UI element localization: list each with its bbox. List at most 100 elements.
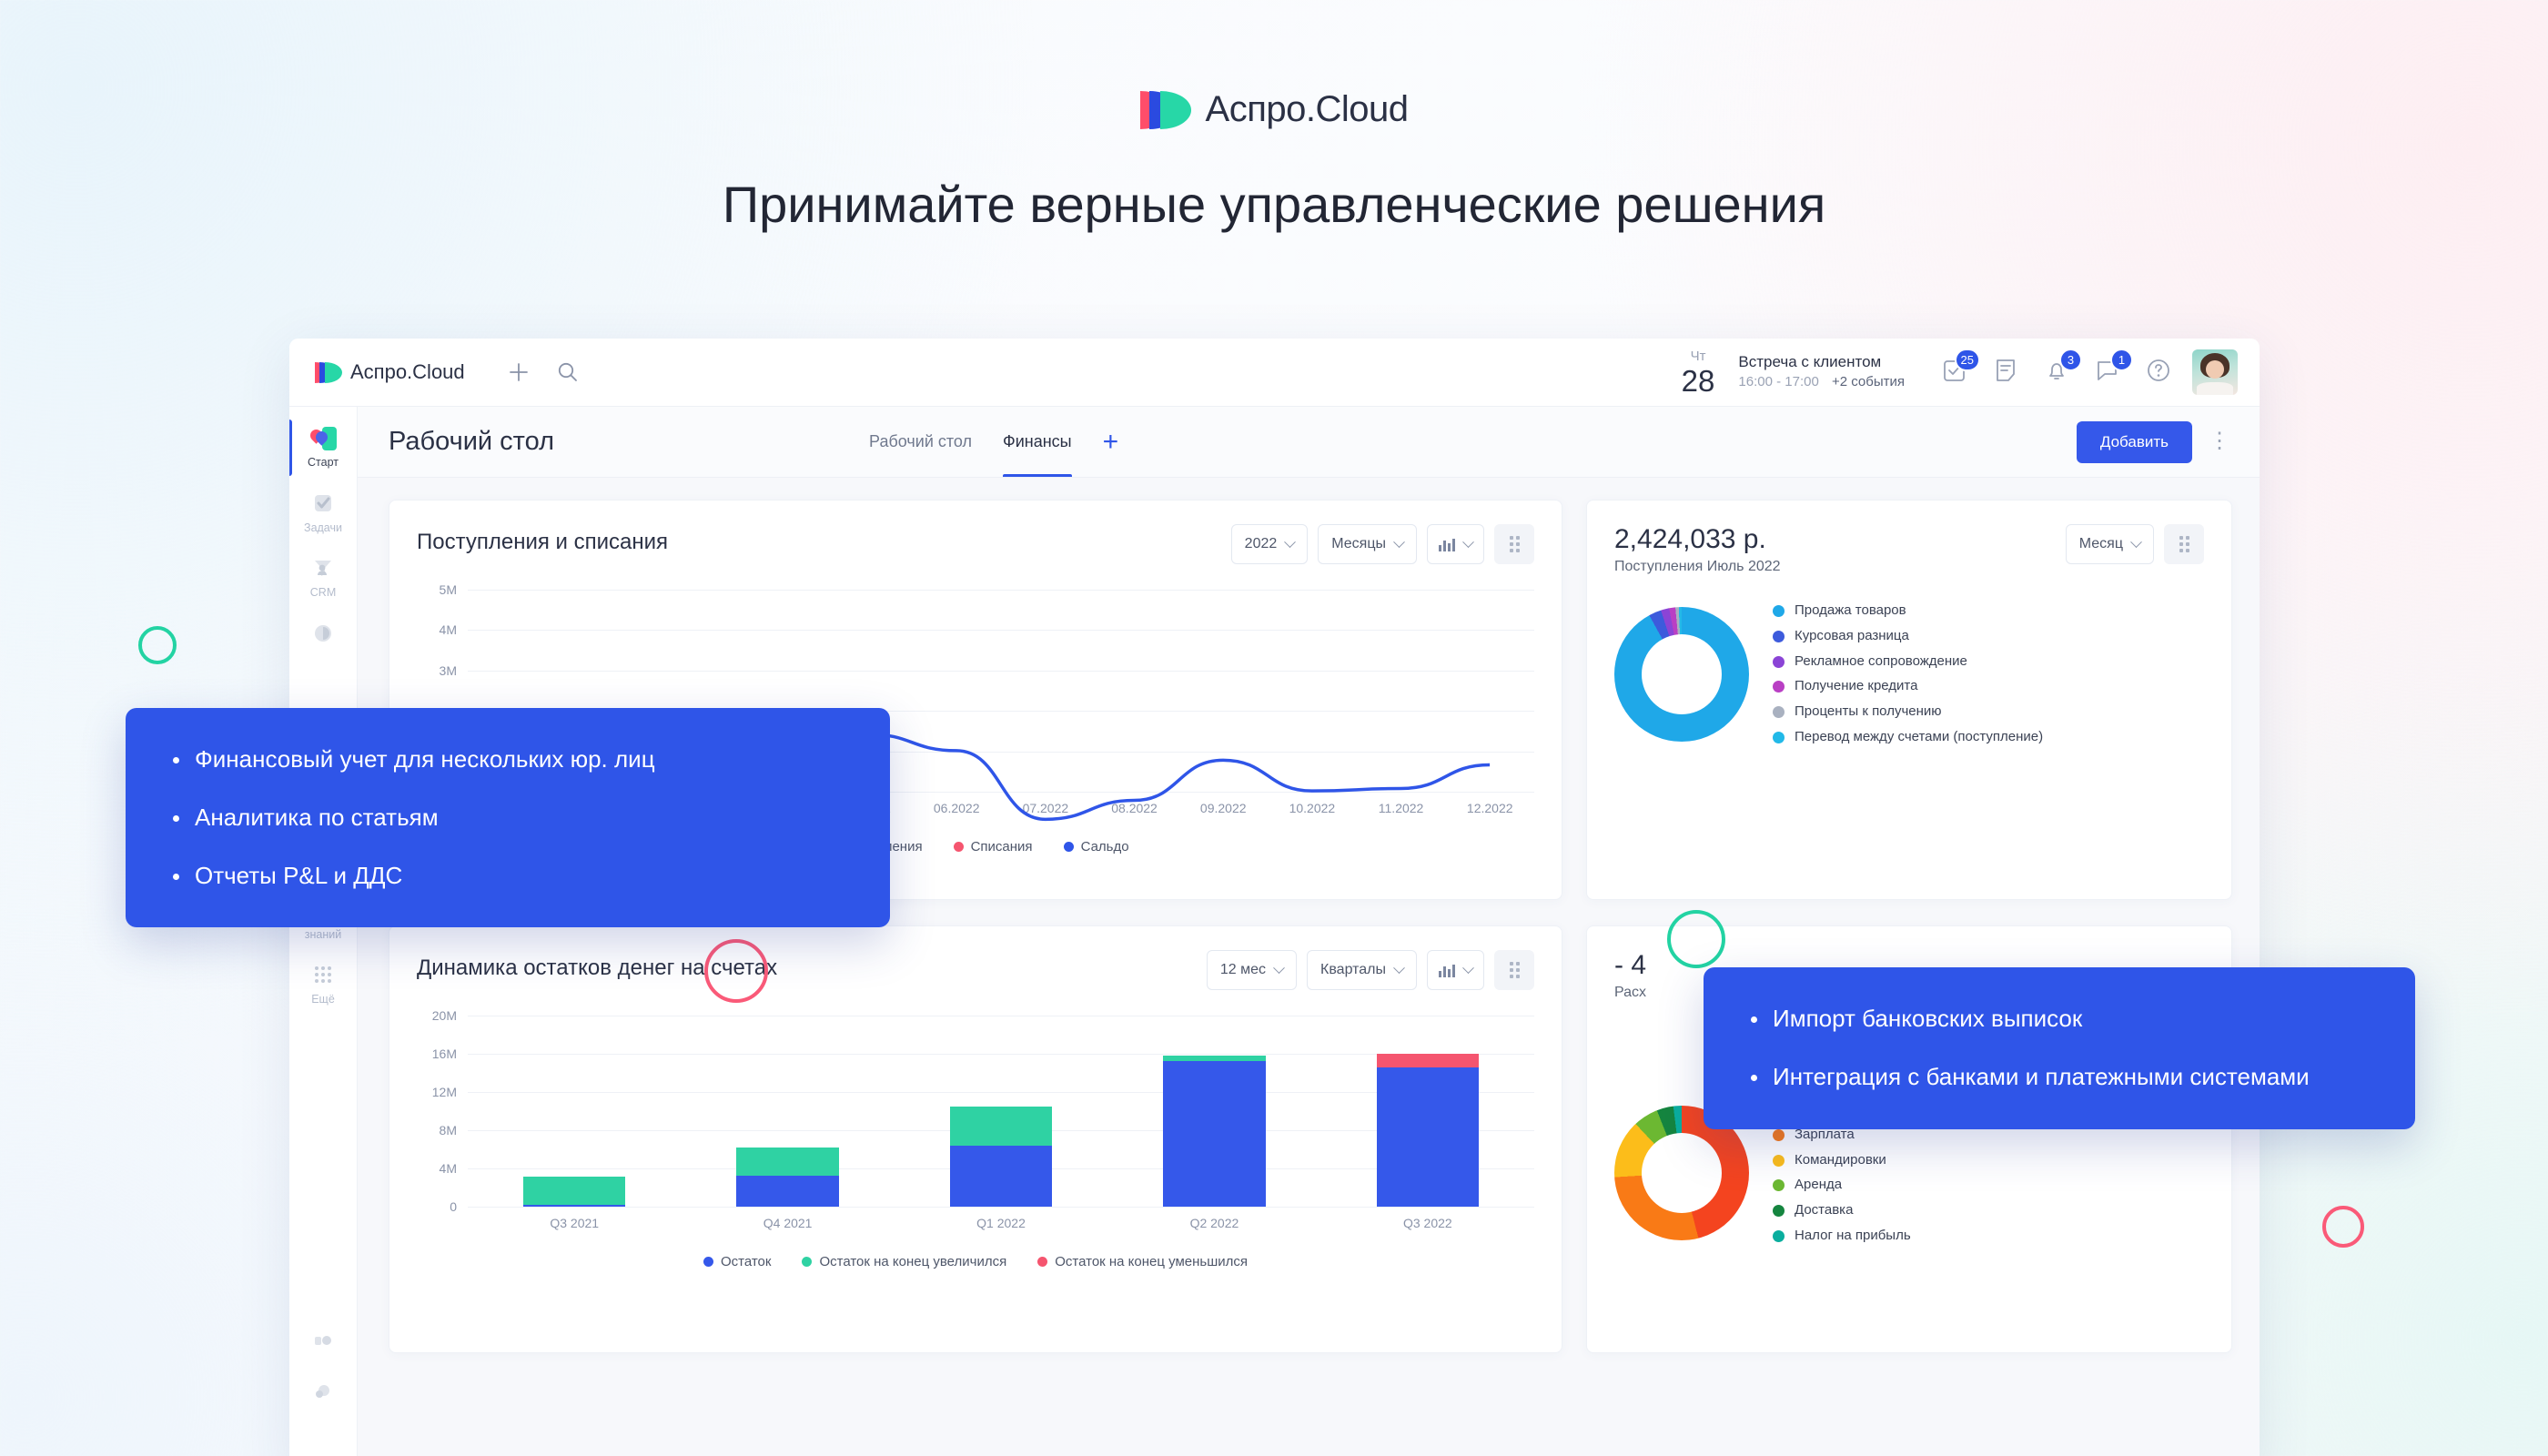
legend-swatch: [802, 1257, 813, 1267]
card-incoming-donut: 2,424,033 р. Поступления Июль 2022 Месяц: [1586, 500, 2232, 900]
content-header: Рабочий стол Рабочий стол Финансы + Доба…: [358, 407, 2260, 478]
stacked-segment: [522, 1204, 626, 1207]
sidebar-item-tasks[interactable]: Задачи: [289, 480, 357, 545]
y-tick: 0: [450, 1199, 457, 1214]
legend-item[interactable]: Перевод между счетами (поступление): [1773, 729, 2043, 746]
chart-type-select[interactable]: [1427, 524, 1484, 564]
decorative-circle-green: [1667, 910, 1725, 968]
chart-type-select[interactable]: [1427, 950, 1484, 990]
legend-item[interactable]: Рекламное сопровождение: [1773, 653, 2043, 671]
drag-grip-icon[interactable]: [1494, 524, 1534, 564]
x-tick: 10.2022: [1289, 801, 1336, 815]
expense-amount: - 4: [1614, 950, 1647, 980]
sidebar-item-deals[interactable]: [289, 610, 357, 661]
grouping-select[interactable]: Кварталы: [1307, 950, 1417, 990]
drag-grip-icon[interactable]: [1494, 950, 1534, 990]
legend-label: Курсовая разница: [1795, 627, 1909, 643]
support-icon: [291, 1379, 355, 1404]
chat-icon[interactable]: 1: [2094, 348, 2133, 389]
stacked-bar: [1376, 1016, 1480, 1207]
legend-label: Налог на прибыль: [1795, 1227, 1911, 1243]
event-block[interactable]: Встреча с клиентом 16:00 - 17:00 +2 собы…: [1738, 352, 1905, 391]
x-axis-labels: Q3 2021 Q4 2021 Q1 2022 Q2 2022 Q3 2022: [468, 1216, 1534, 1230]
tab-finance[interactable]: Финансы: [1003, 407, 1072, 477]
add-button[interactable]: Добавить: [2076, 420, 2192, 463]
legend-item[interactable]: Получение кредита: [1773, 678, 2043, 695]
month-select-value: Месяц: [2078, 536, 2123, 551]
legend-item[interactable]: Налог на прибыль: [1773, 1228, 1974, 1245]
stacked-segment: [1376, 1054, 1480, 1067]
legend-item[interactable]: Проценты к получению: [1773, 703, 2043, 721]
content-area: Рабочий стол Рабочий стол Финансы + Доба…: [358, 407, 2260, 1456]
legend-item[interactable]: Остаток: [703, 1254, 771, 1269]
x-tick: Q3 2022: [1402, 1216, 1452, 1230]
sidebar-item-more[interactable]: Ещё: [289, 951, 357, 1016]
legend-swatch: [1037, 1257, 1048, 1267]
feature-item: Импорт банковских выписок: [1745, 1004, 2373, 1035]
period-select-value: Месяцы: [1331, 536, 1386, 551]
balance-plot: 20M 16M 12M 8M 4M 0: [417, 1008, 1534, 1214]
y-tick: 20M: [431, 1008, 457, 1023]
legend-swatch: [1773, 731, 1785, 743]
range-select-value: 12 мес: [1219, 962, 1267, 977]
chevron-down-icon: [1273, 961, 1285, 974]
y-tick: 12M: [431, 1085, 457, 1099]
sidebar-item-crm[interactable]: CRM: [289, 544, 357, 610]
sidebar-item-settings[interactable]: [289, 1317, 357, 1368]
plus-icon[interactable]: [507, 360, 531, 384]
x-tick: 09.2022: [1199, 801, 1247, 815]
legend-item[interactable]: Аренда: [1773, 1177, 1974, 1194]
legend-swatch: [1773, 655, 1785, 668]
bars-layer: [468, 1016, 1534, 1207]
month-select[interactable]: Месяц: [2065, 524, 2154, 564]
sidebar-item-label: CRM: [309, 586, 337, 600]
funnel-person-icon: [291, 555, 355, 581]
add-tab-icon[interactable]: +: [1102, 426, 1119, 457]
search-icon[interactable]: [556, 360, 580, 384]
feature-item: Интеграция с банками и платежными систем…: [1745, 1062, 2373, 1093]
y-tick: 4M: [439, 1161, 457, 1176]
sidebar: Старт Задачи CRM: [289, 407, 358, 1456]
legend-label: Остаток на конец уменьшился: [1055, 1254, 1249, 1269]
period-select[interactable]: Месяцы: [1318, 524, 1417, 564]
incoming-subtitle: Поступления Июль 2022: [1614, 559, 1781, 574]
app-logo-text: Аспро.Cloud: [350, 360, 465, 383]
x-tick: 06.2022: [933, 801, 980, 815]
bar-chart-icon: [1439, 964, 1455, 977]
legend-item[interactable]: Списания: [953, 839, 1033, 854]
incoming-amount: 2,424,033 р.: [1614, 524, 1766, 554]
legend-item[interactable]: Курсовая разница: [1773, 628, 2043, 645]
drag-grip-icon[interactable]: [2164, 524, 2204, 564]
tasks-calendar-icon[interactable]: 25: [1941, 348, 1980, 389]
legend-item[interactable]: Остаток на конец уменьшился: [1037, 1254, 1248, 1269]
sidebar-item-label: Ещё: [311, 993, 335, 1006]
feature-item: Финансовый учет для нескольких юр. лиц: [167, 744, 848, 775]
legend-item[interactable]: Зарплата: [1773, 1127, 1974, 1144]
y-tick: 5M: [439, 582, 457, 597]
chevron-down-icon: [2130, 535, 2142, 548]
sidebar-item-start[interactable]: Старт: [289, 416, 357, 480]
app-logo[interactable]: Аспро.Cloud: [315, 360, 465, 384]
y-tick: 3M: [439, 662, 457, 678]
range-select[interactable]: 12 мес: [1206, 950, 1298, 990]
page-title: Принимайте верные управленческие решения: [722, 176, 1826, 233]
legend-item[interactable]: Сальдо: [1063, 839, 1129, 854]
year-select[interactable]: 2022: [1230, 524, 1309, 564]
notes-icon[interactable]: [1992, 357, 2019, 389]
bell-icon[interactable]: 3: [2043, 348, 2082, 389]
legend-item[interactable]: Доставка: [1773, 1202, 1974, 1219]
stacked-segment: [522, 1177, 626, 1205]
grouping-select-value: Кварталы: [1320, 962, 1386, 977]
x-tick: Q4 2021: [763, 1216, 813, 1230]
help-icon[interactable]: [2145, 357, 2172, 389]
tab-dashboard[interactable]: Рабочий стол: [869, 432, 973, 450]
legend-item[interactable]: Командировки: [1773, 1152, 1974, 1169]
legend-item[interactable]: Продажа товаров: [1773, 602, 2043, 620]
legend-label: Списания: [970, 839, 1033, 854]
avatar[interactable]: [2192, 349, 2238, 395]
sidebar-item-support[interactable]: [289, 1368, 357, 1419]
legend-item[interactable]: Остаток на конец увеличился: [802, 1254, 1006, 1269]
kebab-menu-icon[interactable]: ⋮: [2209, 429, 2230, 454]
legend-swatch: [1063, 842, 1074, 852]
card-balance-dynamics: Динамика остатков денег на счетах 12 мес…: [389, 925, 1562, 1353]
